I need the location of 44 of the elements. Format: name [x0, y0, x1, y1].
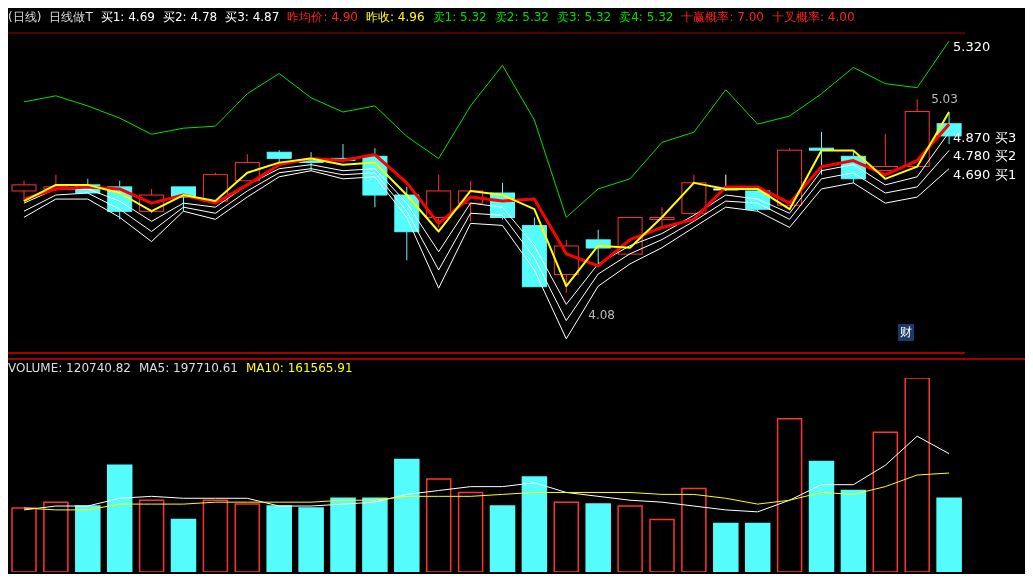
bar — [744, 522, 771, 572]
text: MA10: 161565.91 — [245, 361, 353, 375]
bar — [266, 505, 292, 572]
chart-title: (日线) — [8, 8, 42, 26]
bar — [170, 518, 197, 572]
annotation: 4.08 — [588, 307, 615, 322]
bar — [106, 464, 133, 572]
bar — [521, 476, 548, 572]
text: 买2 — [995, 148, 1017, 164]
bar — [394, 458, 420, 572]
bar — [808, 460, 835, 572]
text: 日线做T — [49, 8, 93, 26]
bar — [489, 505, 516, 572]
bar — [936, 497, 962, 572]
bar — [75, 505, 101, 572]
text: 卖1: 5.32 — [432, 8, 487, 26]
candlestick — [649, 206, 675, 229]
data-label: 4.690 — [953, 166, 991, 182]
text: 昨收: 4.96 — [365, 8, 425, 26]
annotation: 财 — [898, 324, 914, 341]
text: MA5: 197710.61 — [139, 361, 238, 375]
text: 买1 — [995, 166, 1017, 182]
text: 买1: 4.69 — [100, 8, 155, 26]
data-label: 4.780 — [953, 148, 991, 164]
bar — [840, 489, 867, 572]
candlestick — [11, 180, 37, 202]
bar — [585, 503, 611, 572]
text: VOLUME: 120740.82 — [8, 361, 131, 375]
text: 买2: 4.78 — [162, 8, 218, 26]
bar — [362, 497, 388, 572]
text: 十赢概率: 7.00 — [681, 8, 764, 26]
data-label: 5.320 — [953, 39, 991, 55]
bar — [330, 497, 356, 572]
bar — [298, 507, 324, 572]
bar — [713, 522, 739, 572]
text: 卖4: 5.32 — [619, 8, 674, 26]
text: 十叉概率: 4.00 — [771, 8, 855, 26]
text: 昨均价: 4.90 — [287, 8, 358, 26]
text: 卖2: 5.32 — [494, 8, 549, 26]
text: 卖3: 5.32 — [556, 8, 612, 26]
data-label: 4.870 — [953, 130, 991, 146]
text: 买3 — [995, 130, 1017, 146]
text: 买3: 4.87 — [225, 8, 280, 26]
annotation: 5.03 — [931, 92, 958, 107]
